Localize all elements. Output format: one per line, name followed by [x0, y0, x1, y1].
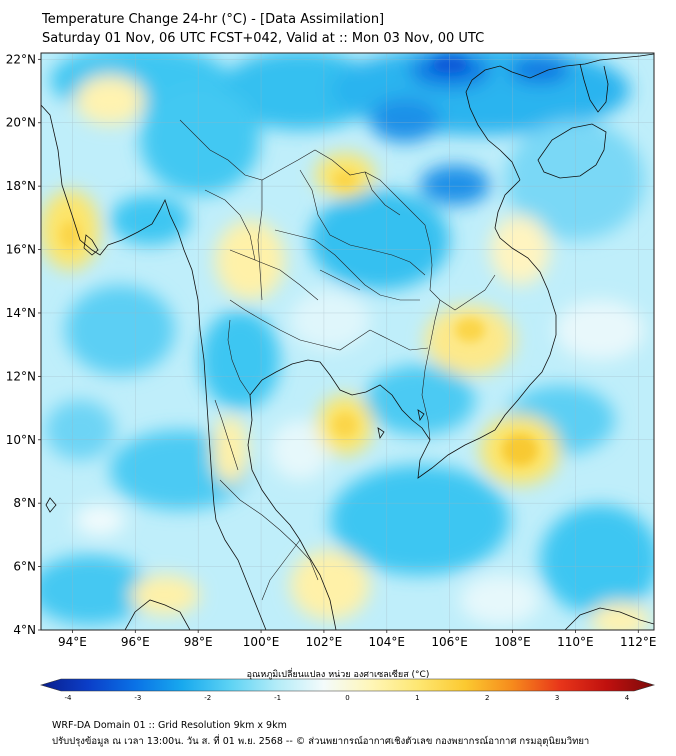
lon-tick-label: 104°E [369, 635, 406, 649]
lat-tick-label: 12°N [6, 369, 36, 383]
lon-tick-label: 106°E [431, 635, 468, 649]
colorbar-tick-label: -3 [134, 694, 141, 702]
colorbar-tick-label: 3 [555, 694, 559, 702]
lat-tick-label: 20°N [6, 116, 36, 130]
lon-tick-label: 108°E [494, 635, 531, 649]
colorbar-tick-label: -2 [204, 694, 211, 702]
lon-tick-label: 102°E [306, 635, 343, 649]
lat-tick-label: 8°N [13, 496, 36, 510]
map-subtitle: Saturday 01 Nov, 06 UTC FCST+042, Valid … [42, 31, 485, 46]
colorbar-tick-label: -4 [65, 694, 73, 702]
coastlines [41, 53, 654, 630]
colorbar-tick-label: -1 [274, 694, 281, 702]
lat-tick-label: 18°N [6, 179, 36, 193]
lon-tick-label: 112°E [620, 635, 657, 649]
country-borders [179, 119, 496, 601]
lat-tick-label: 16°N [6, 243, 36, 257]
lon-tick-label: 96°E [121, 635, 150, 649]
lon-tick-label: 98°E [184, 635, 213, 649]
lon-tick-label: 110°E [557, 635, 594, 649]
map-title: Temperature Change 24-hr (°C) - [Data As… [42, 12, 385, 27]
temperature-field [41, 53, 654, 630]
colorbar-tick-label: 1 [415, 694, 419, 702]
lon-tick-label: 100°E [243, 635, 280, 649]
colorbar-label: อุณหภูมิเปลี่ยนแปลง หน่วย องศาเซลเซียส (… [246, 670, 430, 680]
colorbar: -4 -3 -2 -1 0 1 2 3 4 [39, 678, 656, 702]
lat-tick-label: 14°N [6, 306, 36, 320]
colorbar-tick-label: 4 [625, 694, 630, 702]
footer-credit: ปรับปรุงข้อมูล ณ เวลา 13:00น. วัน ส. ที่… [52, 736, 590, 747]
colorbar-tick-label: 2 [485, 694, 489, 702]
colorbar-tick-label: 0 [345, 694, 349, 702]
graticule [41, 53, 654, 630]
lat-tick-label: 22°N [6, 52, 36, 66]
footer-model-info: WRF-DA Domain 01 :: Grid Resolution 9km … [52, 720, 287, 731]
lat-tick-label: 6°N [13, 560, 36, 574]
lon-tick-label: 94°E [58, 635, 87, 649]
lat-tick-label: 10°N [6, 433, 36, 447]
lat-tick-label: 4°N [13, 623, 36, 637]
map-frame [40, 52, 655, 631]
